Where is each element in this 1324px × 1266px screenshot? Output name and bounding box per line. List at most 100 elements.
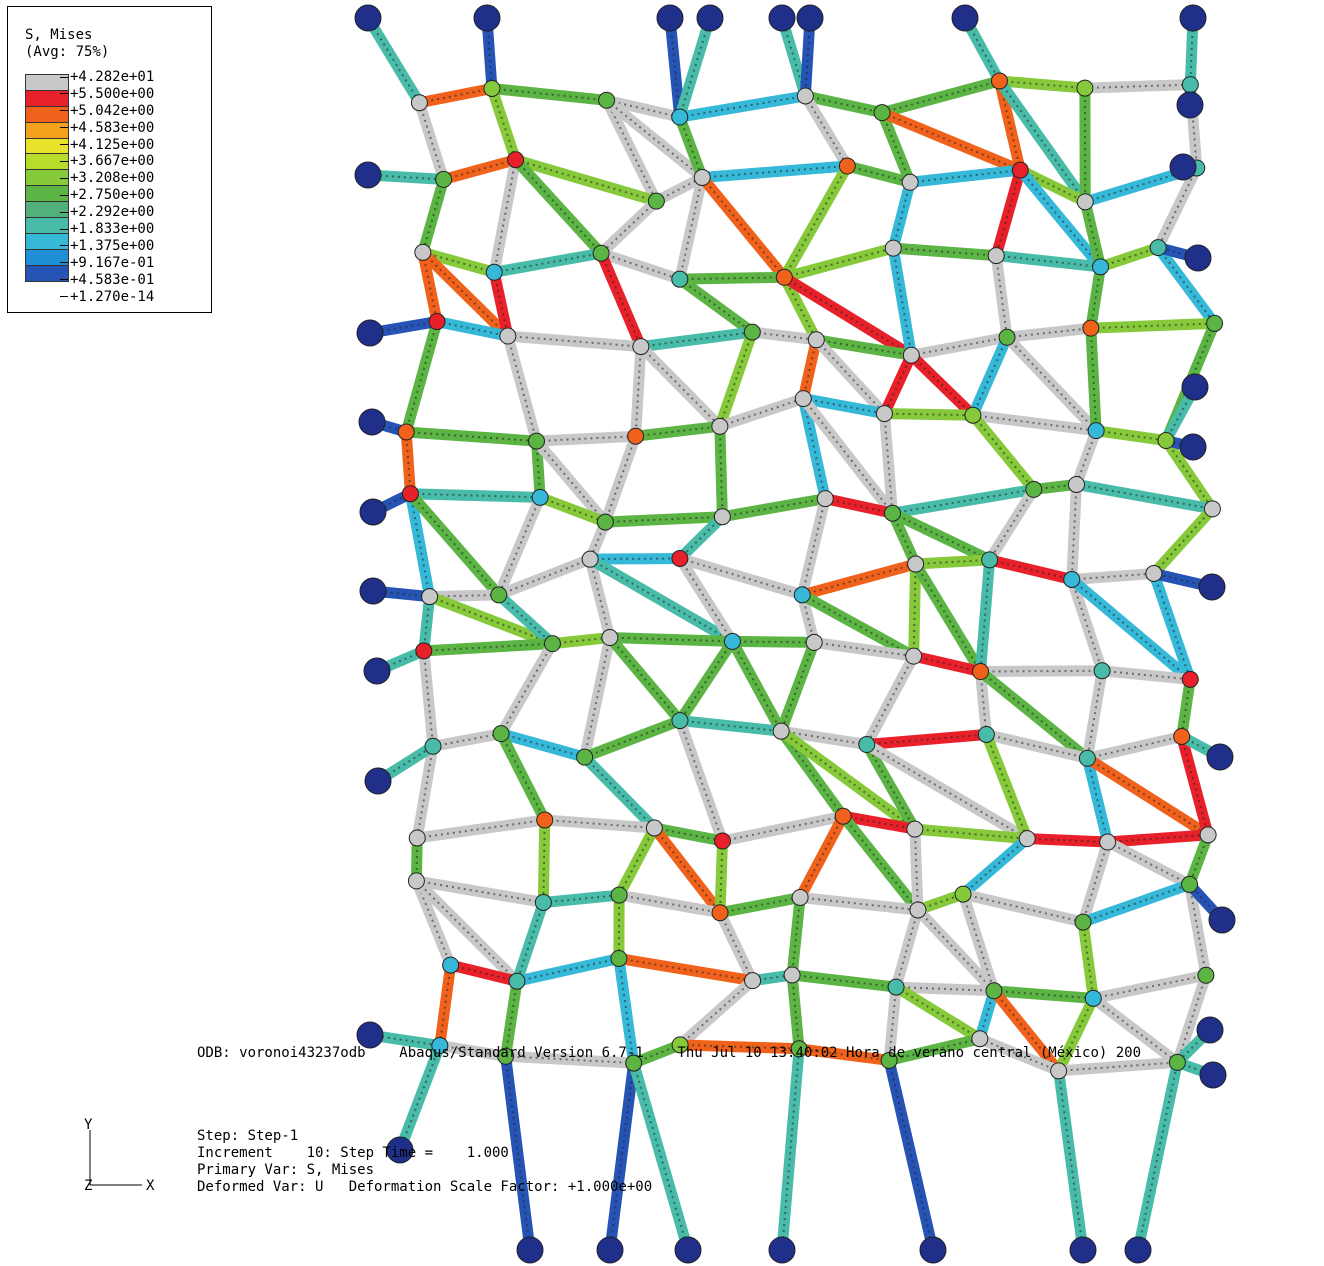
mesh-strut	[584, 552, 686, 565]
mesh-strut-elements	[1137, 1062, 1179, 1251]
mesh-strut	[674, 271, 790, 285]
mesh-strut-elements	[515, 158, 657, 203]
mesh-node	[693, 168, 711, 186]
mesh-node	[901, 173, 919, 191]
mesh-strut	[696, 171, 790, 283]
mesh-strut-elements	[962, 837, 1028, 895]
mesh-node	[386, 1136, 414, 1164]
mesh-node	[711, 417, 729, 435]
mesh-node	[598, 91, 616, 109]
mesh-strut-elements	[980, 669, 1103, 673]
mesh-strut-elements	[405, 321, 438, 433]
mesh-strut-elements	[1165, 386, 1196, 442]
mesh-strut	[635, 341, 726, 432]
legend-value: +9.167e-01	[70, 254, 155, 271]
mesh-node	[485, 263, 503, 281]
mesh-node	[528, 432, 546, 450]
mesh-node	[744, 972, 762, 990]
deformed-var-info: Deformed Var: U Deformation Scale Factor…	[197, 1179, 653, 1195]
mesh-node	[696, 4, 724, 32]
mesh-strut-elements	[895, 986, 995, 992]
axis-triad: Y X Z	[84, 1117, 155, 1194]
mesh-node	[1076, 79, 1094, 97]
mesh-strut	[883, 1033, 986, 1066]
mesh-node	[397, 423, 415, 441]
mesh-strut	[674, 715, 729, 847]
mesh-node	[1050, 1062, 1068, 1080]
mesh-strut-elements	[979, 559, 991, 672]
mesh-node	[805, 633, 823, 651]
legend-value: +4.583e-01	[70, 271, 155, 288]
mesh-strut-elements	[1180, 679, 1192, 737]
mesh-node	[534, 893, 552, 911]
mesh-strut-elements	[504, 981, 518, 1057]
mesh-strut-elements	[816, 338, 912, 357]
mesh-strut-elements	[1153, 508, 1214, 575]
mesh-strut-elements	[507, 335, 641, 348]
mesh-strut-elements	[506, 335, 538, 442]
mesh-strut-elements	[429, 595, 553, 645]
mesh-node	[1206, 743, 1234, 771]
mesh-node	[1173, 727, 1191, 745]
mesh-node	[971, 1030, 989, 1048]
mesh-strut-elements	[635, 425, 720, 438]
mesh-strut-elements	[490, 88, 517, 161]
mesh-strut-elements	[1086, 758, 1109, 843]
legend-value: +1.270e-14	[70, 288, 155, 305]
mesh-node	[1149, 239, 1167, 257]
mesh-node	[1184, 244, 1212, 272]
mesh-strut	[778, 271, 822, 346]
mesh-node	[909, 901, 927, 919]
mesh-node	[1093, 662, 1111, 680]
mesh-strut	[579, 715, 686, 763]
mesh-node	[431, 1037, 449, 1055]
mesh-node	[410, 94, 428, 112]
mesh-node	[356, 1021, 384, 1049]
mesh-node	[1197, 966, 1215, 984]
mesh-strut-elements	[583, 637, 611, 758]
mesh-strut	[510, 154, 607, 259]
mesh-node	[507, 151, 525, 169]
mesh-strut	[613, 952, 640, 1069]
mesh-node	[499, 327, 517, 345]
mesh-node	[492, 725, 510, 743]
mesh-node	[435, 170, 453, 188]
mesh-strut	[980, 728, 1093, 764]
mesh-strut-elements	[915, 558, 990, 566]
mesh-node	[656, 4, 684, 32]
mesh-strut-elements	[1087, 735, 1182, 760]
mesh-strut	[531, 435, 546, 503]
mesh-strut-elements	[731, 640, 783, 732]
mesh-strut	[808, 636, 920, 662]
mesh-node	[1181, 670, 1199, 688]
mesh-node	[424, 737, 442, 755]
mesh-strut-elements	[498, 558, 591, 596]
mesh-node	[1145, 565, 1163, 583]
mesh-node	[1018, 830, 1036, 848]
mesh-strut	[1171, 969, 1212, 1068]
mesh-node	[508, 972, 526, 990]
mesh-node	[723, 632, 741, 650]
mesh-strut-elements	[791, 897, 802, 976]
mesh-strut	[1066, 478, 1082, 585]
mesh-node	[356, 319, 384, 347]
mesh-strut	[726, 635, 787, 737]
mesh-strut	[648, 822, 726, 919]
mesh-node	[576, 748, 594, 766]
mesh-strut	[418, 591, 436, 657]
mesh-node	[981, 551, 999, 569]
mesh-strut-elements	[679, 516, 724, 560]
mesh-strut-elements	[911, 336, 1008, 357]
mesh-strut-elements	[1027, 837, 1108, 844]
mesh-strut-elements	[783, 276, 912, 357]
odb-info-line: ODB: voronoi43237odb Abaqus/Standard Ver…	[197, 1045, 1142, 1061]
mesh-strut-elements	[866, 733, 987, 746]
mesh-strut-elements	[609, 1062, 635, 1251]
mesh-strut-elements	[718, 331, 754, 427]
mesh-node	[1208, 906, 1236, 934]
mesh-strut	[775, 636, 820, 737]
mesh-strut-elements	[1165, 439, 1214, 510]
mesh-strut-elements	[406, 431, 537, 443]
mesh-node	[536, 811, 554, 829]
mesh-strut-elements	[979, 1037, 1060, 1072]
